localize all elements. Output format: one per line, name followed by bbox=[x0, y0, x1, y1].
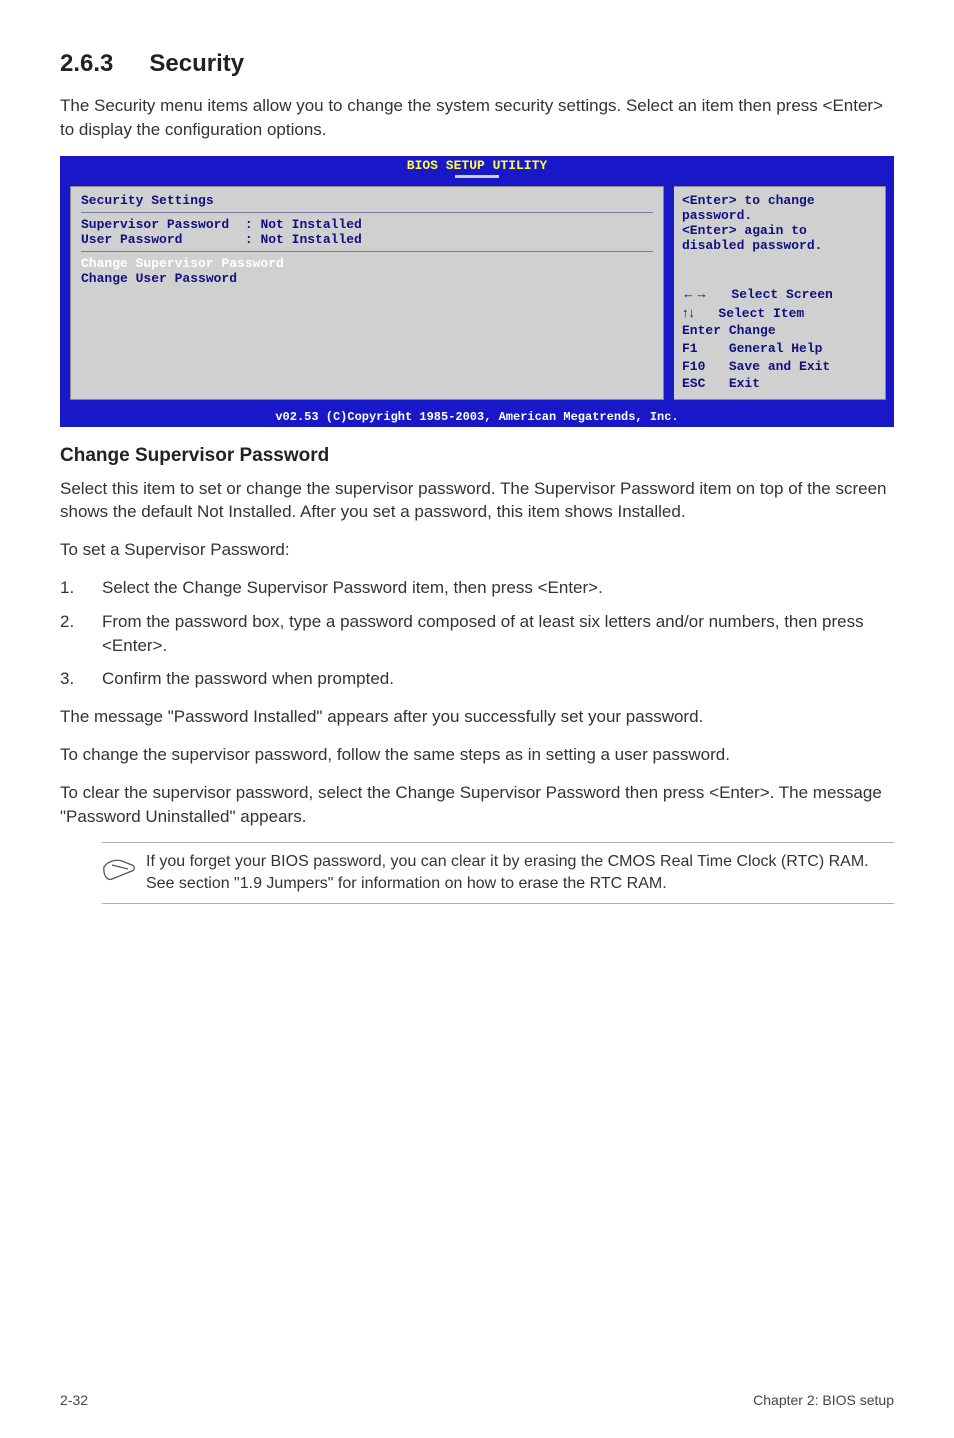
bios-action-change-supervisor: Change Supervisor Password bbox=[81, 256, 653, 271]
bios-key-row: ESC Exit bbox=[682, 375, 877, 393]
section-title: Security bbox=[149, 50, 244, 77]
bios-keys: ←→ Select Screen ↑↓ Select Item Enter Ch… bbox=[682, 285, 877, 392]
arrows-ud-icon: ↑↓ bbox=[682, 305, 695, 320]
bios-screenshot: BIOS SETUP UTILITY Boot Security Setting… bbox=[60, 156, 894, 427]
bios-separator bbox=[81, 212, 653, 213]
bios-inner-panel: Security Settings Supervisor Password : … bbox=[70, 186, 664, 400]
bios-copyright: v02.53 (C)Copyright 1985-2003, American … bbox=[60, 408, 894, 427]
bios-panel-heading: Security Settings bbox=[81, 193, 653, 208]
paragraph: Select this item to set or change the su… bbox=[60, 477, 894, 525]
page-footer: 2-32 Chapter 2: BIOS setup bbox=[60, 1392, 894, 1408]
bios-left-panel: Security Settings Supervisor Password : … bbox=[60, 178, 674, 408]
bios-key-row: F1 General Help bbox=[682, 340, 877, 358]
bios-row-user: User Password : Not Installed bbox=[81, 232, 653, 247]
page-number: 2-32 bbox=[60, 1392, 88, 1408]
bios-action-change-user: Change User Password bbox=[81, 271, 653, 286]
chapter-label: Chapter 2: BIOS setup bbox=[753, 1392, 894, 1408]
arrows-lr-icon: ←→ bbox=[682, 286, 708, 301]
intro-paragraph: The Security menu items allow you to cha… bbox=[60, 94, 894, 142]
bios-row-supervisor: Supervisor Password : Not Installed bbox=[81, 217, 653, 232]
bios-help-panel: <Enter> to change password. <Enter> agai… bbox=[674, 186, 886, 400]
step-item: Confirm the password when prompted. bbox=[60, 667, 894, 691]
paragraph: The message "Password Installed" appears… bbox=[60, 705, 894, 729]
bios-help-text: <Enter> to change password. <Enter> agai… bbox=[682, 193, 877, 253]
bios-key-row: ↑↓ Select Item bbox=[682, 304, 877, 323]
step-item: Select the Change Supervisor Password it… bbox=[60, 576, 894, 600]
bios-title: BIOS SETUP UTILITY bbox=[60, 158, 894, 173]
bios-key-row: F10 Save and Exit bbox=[682, 358, 877, 376]
section-number: 2.6.3 bbox=[60, 50, 113, 78]
bios-separator bbox=[81, 251, 653, 252]
section-heading: 2.6.3 Security bbox=[60, 50, 894, 78]
step-item: From the password box, type a password c… bbox=[60, 610, 894, 658]
subheading-change-supervisor: Change Supervisor Password bbox=[60, 445, 894, 467]
paragraph: To clear the supervisor password, select… bbox=[60, 781, 894, 829]
bios-body: Security Settings Supervisor Password : … bbox=[60, 178, 894, 408]
steps-list: Select the Change Supervisor Password it… bbox=[60, 576, 894, 691]
bios-title-bar: BIOS SETUP UTILITY Boot bbox=[60, 156, 894, 178]
paragraph: To change the supervisor password, follo… bbox=[60, 743, 894, 767]
bios-key-row: Enter Change bbox=[682, 322, 877, 340]
bios-right-panel: <Enter> to change password. <Enter> agai… bbox=[674, 178, 894, 408]
note-block: If you forget your BIOS password, you ca… bbox=[102, 842, 894, 903]
paragraph: To set a Supervisor Password: bbox=[60, 538, 894, 562]
note-text: If you forget your BIOS password, you ca… bbox=[146, 851, 894, 894]
note-hand-icon bbox=[102, 851, 146, 894]
bios-key-row: ←→ Select Screen bbox=[682, 285, 877, 304]
